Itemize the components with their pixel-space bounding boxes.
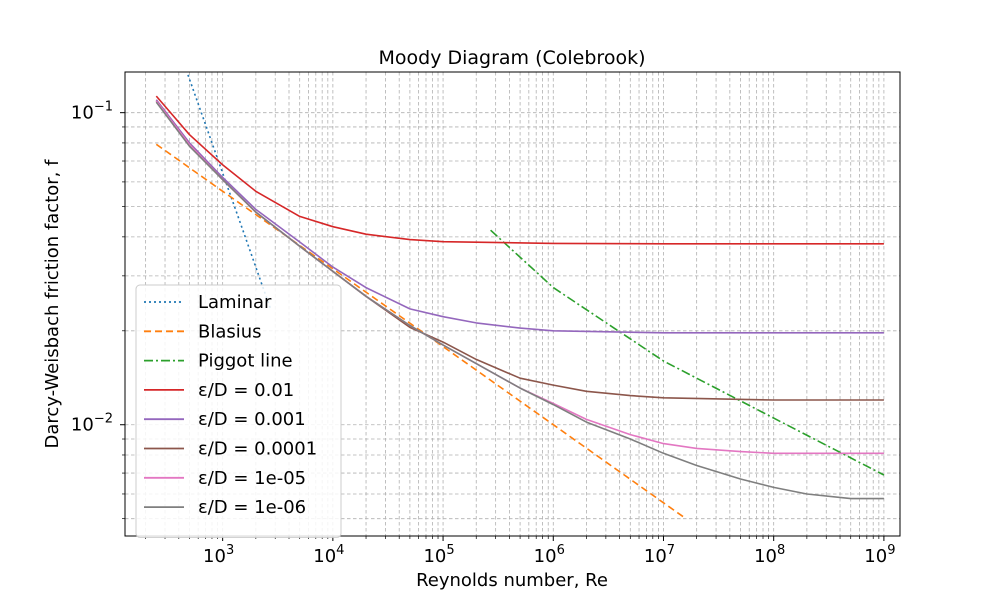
legend-label: Piggot line <box>198 351 293 372</box>
x-tick-label: 106 <box>534 543 565 567</box>
chart-title: Moody Diagram (Colebrook) <box>379 47 646 69</box>
legend-label: Blasius <box>198 321 262 342</box>
x-tick-label: 107 <box>644 543 675 567</box>
legend: Laminar Blasius Piggot line ε/D = 0.01 ε/D =… <box>135 284 342 538</box>
legend-label: ε/D = 1e-06 <box>198 497 306 518</box>
legend-label: ε/D = 0.001 <box>198 409 306 430</box>
legend-box <box>135 284 342 538</box>
series-line <box>155 95 884 245</box>
legend-label: ε/D = 1e-05 <box>198 468 306 489</box>
plot-frame <box>124 71 901 537</box>
series-line <box>155 143 687 520</box>
x-tick-label: 103 <box>203 543 234 567</box>
x-tick-label: 105 <box>423 543 454 567</box>
series-line <box>155 101 884 500</box>
x-tick-label: 104 <box>313 543 344 567</box>
y-tick-label: 10−1 <box>71 100 113 124</box>
series-layer <box>155 72 885 520</box>
legend-label: ε/D = 0.01 <box>198 380 294 401</box>
x-tick-label: 108 <box>754 543 785 567</box>
x-axis-title: Reynolds number, Re <box>416 570 608 591</box>
series-line <box>155 99 884 334</box>
y-axis-title: Darcy-Weisbach friction factor, f <box>42 159 63 449</box>
series-line <box>490 229 885 476</box>
series-line <box>186 72 271 309</box>
x-tick-label: 109 <box>864 543 895 567</box>
tick-labels: 103 104 105 106 107 108 109 10−1 10−2 <box>71 100 896 567</box>
y-tick-label: 10−2 <box>71 412 113 436</box>
legend-label: ε/D = 0.0001 <box>198 439 317 460</box>
legend-label: Laminar <box>198 292 272 313</box>
